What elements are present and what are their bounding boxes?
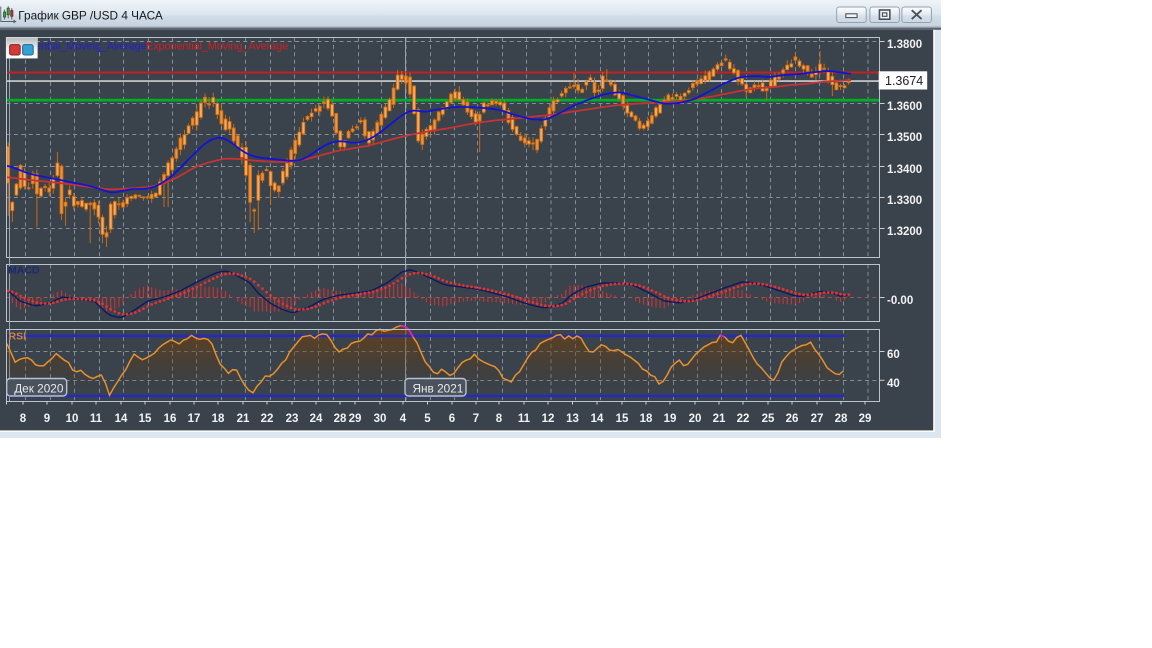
- svg-text:22: 22: [737, 413, 750, 425]
- svg-text:Exponential_Moving_Average: Exponential_Moving_Average: [5, 41, 147, 53]
- svg-text:22: 22: [261, 413, 274, 425]
- svg-text:15: 15: [616, 413, 629, 425]
- svg-text:1.3400: 1.3400: [887, 164, 922, 176]
- svg-text:1.3500: 1.3500: [887, 132, 922, 144]
- svg-text:4: 4: [400, 413, 407, 425]
- svg-text:1.3800: 1.3800: [887, 39, 922, 51]
- svg-text:13: 13: [566, 413, 579, 425]
- svg-text:MACD: MACD: [8, 265, 40, 277]
- svg-text:14: 14: [591, 413, 604, 425]
- svg-text:23: 23: [286, 413, 299, 425]
- svg-text:График GBP /USD 4 ЧАСА: График GBP /USD 4 ЧАСА: [18, 9, 163, 23]
- svg-text:1.3300: 1.3300: [887, 195, 922, 207]
- svg-text:14: 14: [115, 413, 128, 425]
- svg-text:12: 12: [542, 413, 555, 425]
- svg-text:30: 30: [374, 413, 387, 425]
- svg-text:8: 8: [20, 413, 27, 425]
- svg-text:RSI: RSI: [9, 331, 27, 343]
- svg-text:Exponential_Moving_Average: Exponential_Moving_Average: [146, 41, 288, 53]
- svg-text:1.3674: 1.3674: [885, 74, 923, 88]
- svg-text:21: 21: [237, 413, 250, 425]
- svg-text:5: 5: [424, 413, 431, 425]
- svg-text:29: 29: [349, 413, 362, 425]
- svg-text:18: 18: [212, 413, 225, 425]
- svg-text:Дек 2020: Дек 2020: [14, 381, 64, 395]
- svg-text:1.3600: 1.3600: [887, 101, 922, 113]
- svg-text:6: 6: [449, 413, 455, 425]
- svg-text:25: 25: [762, 413, 775, 425]
- svg-text:29: 29: [859, 413, 872, 425]
- svg-text:20: 20: [689, 413, 702, 425]
- svg-text:28: 28: [334, 413, 347, 425]
- svg-text:16: 16: [164, 413, 177, 425]
- svg-text:19: 19: [664, 413, 677, 425]
- svg-text:11: 11: [90, 413, 103, 425]
- svg-text:11: 11: [518, 413, 531, 425]
- svg-text:21: 21: [713, 413, 726, 425]
- svg-text:9: 9: [44, 413, 50, 425]
- svg-text:Янв 2021: Янв 2021: [413, 381, 464, 395]
- svg-text:27: 27: [811, 413, 824, 425]
- svg-text:-0.00: -0.00: [887, 295, 913, 307]
- svg-text:10: 10: [66, 413, 79, 425]
- svg-text:7: 7: [473, 413, 479, 425]
- svg-text:8: 8: [496, 413, 503, 425]
- svg-text:40: 40: [887, 378, 900, 390]
- svg-text:18: 18: [640, 413, 653, 425]
- svg-text:60: 60: [887, 349, 900, 361]
- svg-text:26: 26: [786, 413, 799, 425]
- svg-text:15: 15: [139, 413, 152, 425]
- svg-text:1.3200: 1.3200: [887, 226, 922, 238]
- svg-text:24: 24: [310, 413, 323, 425]
- svg-text:28: 28: [835, 413, 848, 425]
- svg-text:17: 17: [188, 413, 201, 425]
